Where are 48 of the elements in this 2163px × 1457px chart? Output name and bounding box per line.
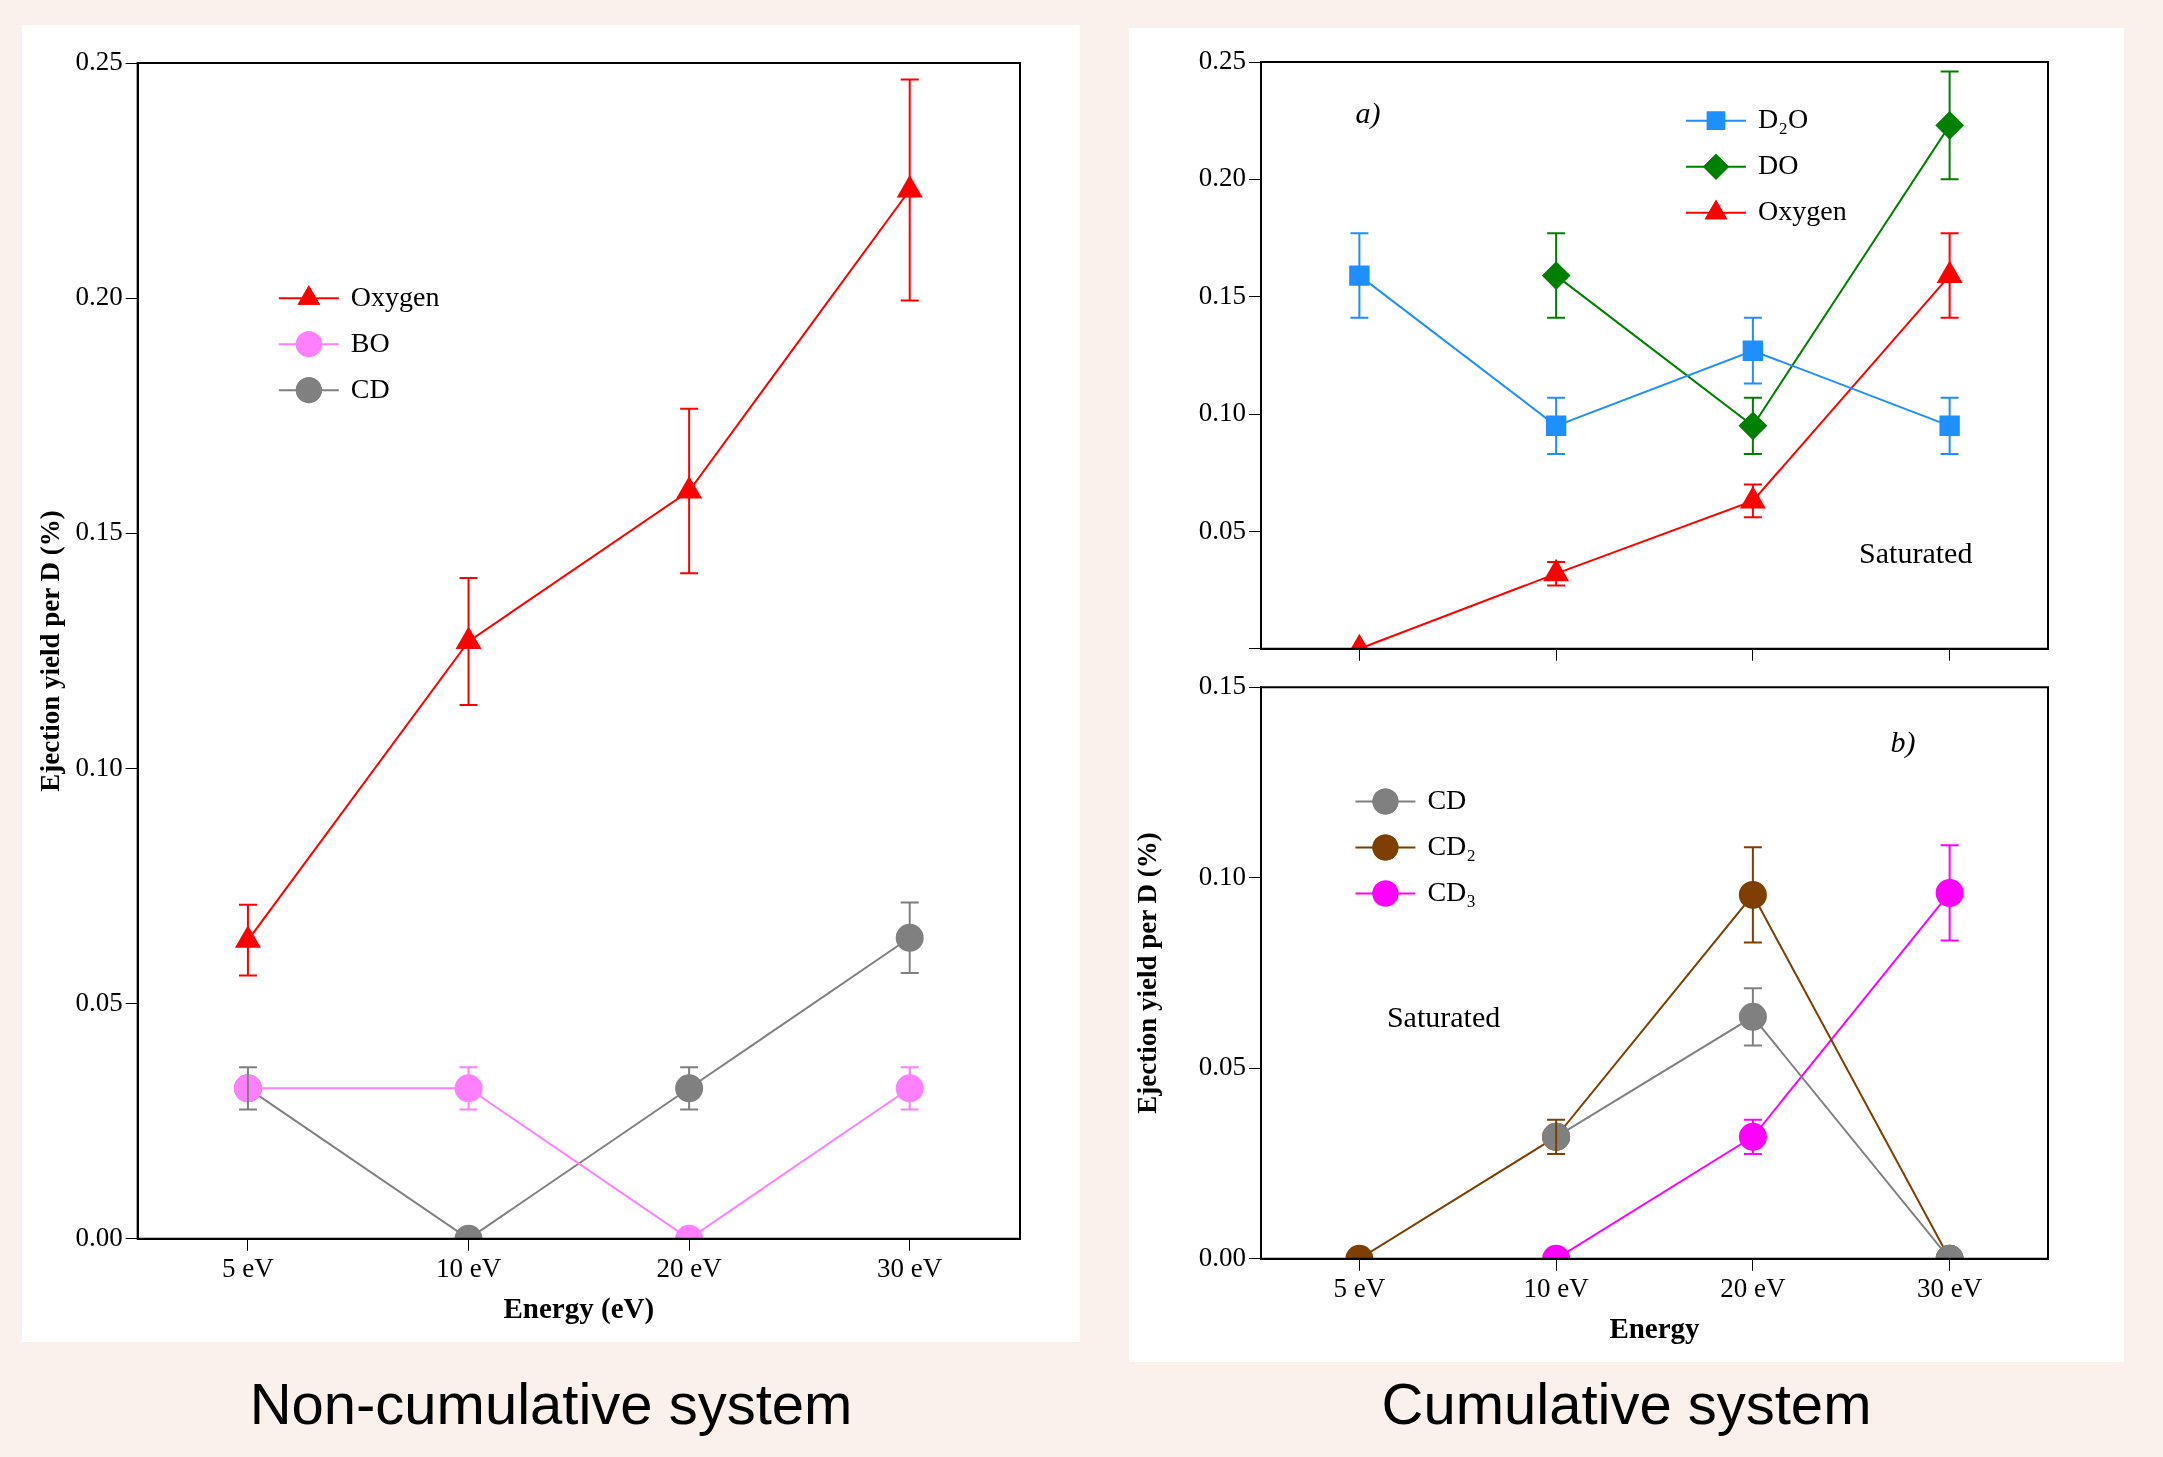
point	[454, 1074, 483, 1103]
y-tick-label: 0.10	[75, 751, 123, 782]
legend-label: Oxygen	[350, 280, 440, 312]
y-axis-title: Ejection yield per D (%)	[1132, 832, 1163, 1114]
y-tick-label: 0.00	[75, 1221, 123, 1252]
x-axis-title: Energy	[1609, 1312, 1701, 1345]
y-tick-label: 0.10	[1198, 397, 1246, 428]
legend-label: CD	[350, 372, 390, 404]
y-tick-label: 0.15	[75, 516, 123, 547]
y-tick-label: 0.20	[1198, 162, 1246, 193]
text: Cumulative system	[1380, 1370, 1873, 1437]
point	[675, 1074, 704, 1103]
y-tick-label: 0.15	[1198, 670, 1246, 701]
point	[895, 1074, 924, 1103]
legend-label: CD₂	[1427, 829, 1477, 861]
legend-label: DO	[1757, 149, 1799, 181]
y-tick-label: 0.25	[1198, 45, 1246, 76]
x-tick-label: 5 eV	[1333, 1273, 1386, 1304]
y-tick-label: 0.25	[75, 46, 123, 77]
x-tick-label: 20 eV	[1720, 1273, 1786, 1304]
y-tick-label: 0.15	[1198, 279, 1246, 310]
legend-label: D₂O	[1757, 103, 1809, 135]
annotation: Saturated	[1386, 999, 1501, 1033]
y-tick-label: 0.05	[1198, 514, 1246, 545]
y-tick-label: 0.05	[75, 986, 123, 1017]
text: Non-cumulative system	[248, 1370, 854, 1437]
legend-label: BO	[350, 326, 390, 358]
y-tick-label: 0.00	[1198, 1241, 1246, 1272]
x-axis-title: Energy (eV)	[503, 1292, 655, 1326]
point	[1939, 415, 1960, 437]
annotation: Saturated	[1859, 535, 1973, 569]
legend-label: Oxygen	[1757, 195, 1847, 227]
x-tick-label: 5 eV	[222, 1253, 275, 1284]
x-tick-label: 20 eV	[656, 1253, 723, 1284]
y-tick-label: 0.10	[1198, 860, 1246, 891]
legend-label: CD	[1427, 783, 1467, 815]
annotation: a)	[1355, 95, 1381, 130]
x-tick-label: 10 eV	[1523, 1273, 1590, 1304]
y-axis-title: Ejection yield per D (%)	[35, 510, 66, 792]
x-tick-label: 10 eV	[435, 1253, 502, 1284]
point	[895, 923, 924, 952]
point	[1349, 265, 1370, 286]
y-tick-label: 0.05	[1198, 1051, 1246, 1082]
x-tick-label: 30 eV	[1917, 1273, 1983, 1304]
annotation: b)	[1890, 725, 1916, 760]
x-tick-label: 30 eV	[877, 1253, 943, 1284]
y-tick-label: 0.20	[75, 281, 123, 312]
legend-label: CD₃	[1427, 875, 1477, 907]
